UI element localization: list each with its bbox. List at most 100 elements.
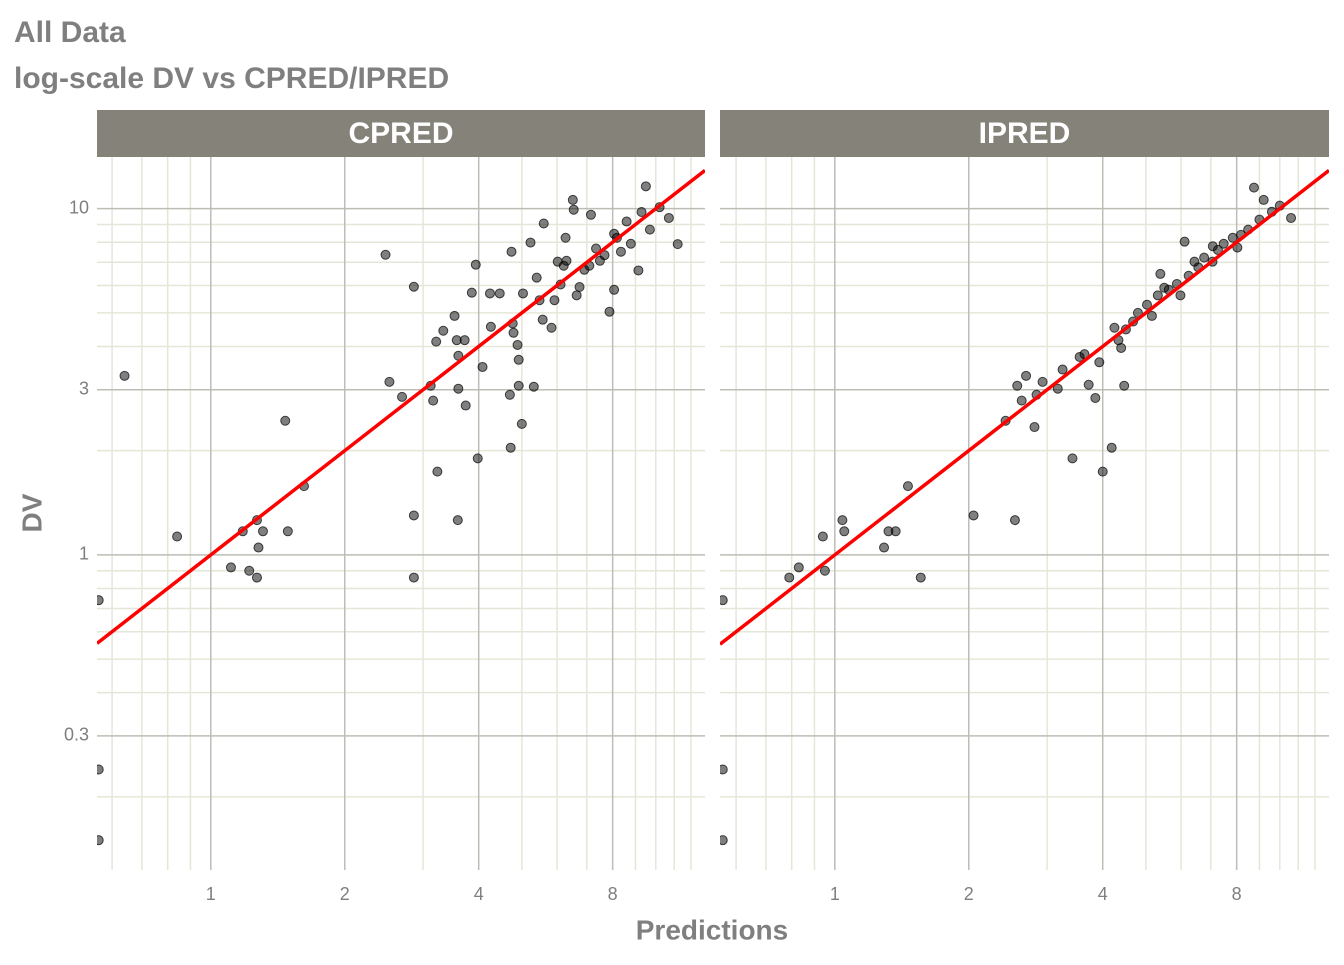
point: [484, 288, 495, 299]
point: [915, 572, 926, 583]
point: [585, 209, 596, 220]
point: [672, 239, 683, 250]
y-tick-label: 10: [69, 197, 89, 217]
facet-label: IPRED: [979, 117, 1071, 150]
panel: 1 2 4 8 IPRED: [720, 110, 1329, 904]
point: [609, 284, 620, 295]
point: [1142, 299, 1153, 310]
point: [879, 542, 890, 553]
point: [1155, 268, 1166, 279]
point: [817, 531, 828, 542]
point: [621, 216, 632, 227]
point: [380, 249, 391, 260]
point: [902, 481, 913, 492]
point: [1009, 515, 1020, 526]
point: [549, 295, 560, 306]
point: [1152, 290, 1163, 301]
point: [1016, 395, 1027, 406]
point: [1094, 357, 1105, 368]
x-tick-label: 8: [608, 884, 618, 904]
point: [244, 565, 255, 576]
point: [968, 510, 979, 521]
point: [432, 466, 443, 477]
point: [531, 272, 542, 283]
point: [97, 595, 104, 606]
y-tick-label: 1: [79, 544, 89, 564]
point: [513, 380, 524, 391]
point: [280, 415, 291, 426]
point: [453, 383, 464, 394]
facet-label: CPRED: [348, 117, 453, 150]
facet-strip: [97, 110, 705, 157]
point: [460, 400, 471, 411]
point: [408, 281, 419, 292]
point: [625, 238, 636, 249]
point: [561, 255, 572, 266]
point: [560, 232, 571, 243]
point: [472, 453, 483, 464]
point: [1083, 379, 1094, 390]
point: [257, 526, 268, 537]
chart-subtitle: log-scale DV vs CPRED/IPRED: [14, 62, 449, 95]
x-tick-label: 2: [340, 884, 350, 904]
point: [1029, 422, 1040, 433]
point: [1218, 238, 1229, 249]
x-tick-label: 4: [474, 884, 484, 904]
point: [253, 542, 264, 553]
point: [452, 515, 463, 526]
point: [1248, 182, 1259, 193]
point: [1286, 212, 1297, 223]
point: [604, 306, 615, 317]
point: [1109, 322, 1120, 333]
point: [793, 562, 804, 573]
point: [890, 526, 901, 537]
reference-line: [97, 168, 705, 645]
point: [1021, 370, 1032, 381]
panel: 0.3 1 3 10 1 2 4 8 CPRED: [64, 110, 705, 904]
point: [636, 207, 647, 218]
point: [720, 595, 728, 606]
point: [633, 265, 644, 276]
point: [1199, 252, 1210, 263]
point: [1090, 392, 1101, 403]
point: [1057, 364, 1068, 375]
point: [494, 288, 505, 299]
point: [225, 562, 236, 573]
point: [119, 370, 130, 381]
x-tick-label: 8: [1232, 884, 1242, 904]
point: [1097, 466, 1108, 477]
point: [516, 418, 527, 429]
point: [615, 246, 626, 257]
point: [1106, 442, 1117, 453]
facet-strip: [720, 110, 1329, 157]
point: [251, 572, 262, 583]
point: [1067, 453, 1078, 464]
point: [1119, 380, 1130, 391]
point: [784, 572, 795, 583]
point: [397, 391, 408, 402]
point: [571, 290, 582, 301]
point: [1052, 383, 1063, 394]
point: [1212, 244, 1223, 255]
point: [97, 835, 104, 846]
point: [508, 327, 519, 338]
point: [513, 354, 524, 365]
point: [1175, 290, 1186, 301]
point: [97, 764, 104, 775]
point: [546, 322, 557, 333]
point: [505, 442, 516, 453]
point: [537, 314, 548, 325]
reference-line: [720, 168, 1329, 646]
point: [1116, 342, 1127, 353]
point: [1258, 194, 1269, 205]
point: [720, 835, 728, 846]
point: [459, 335, 470, 346]
point: [1179, 236, 1190, 247]
point: [644, 224, 655, 235]
y-tick-label: 3: [79, 378, 89, 398]
y-axis-label: DV: [16, 493, 47, 532]
x-tick-label: 2: [964, 884, 974, 904]
point: [517, 288, 528, 299]
point: [819, 565, 830, 576]
